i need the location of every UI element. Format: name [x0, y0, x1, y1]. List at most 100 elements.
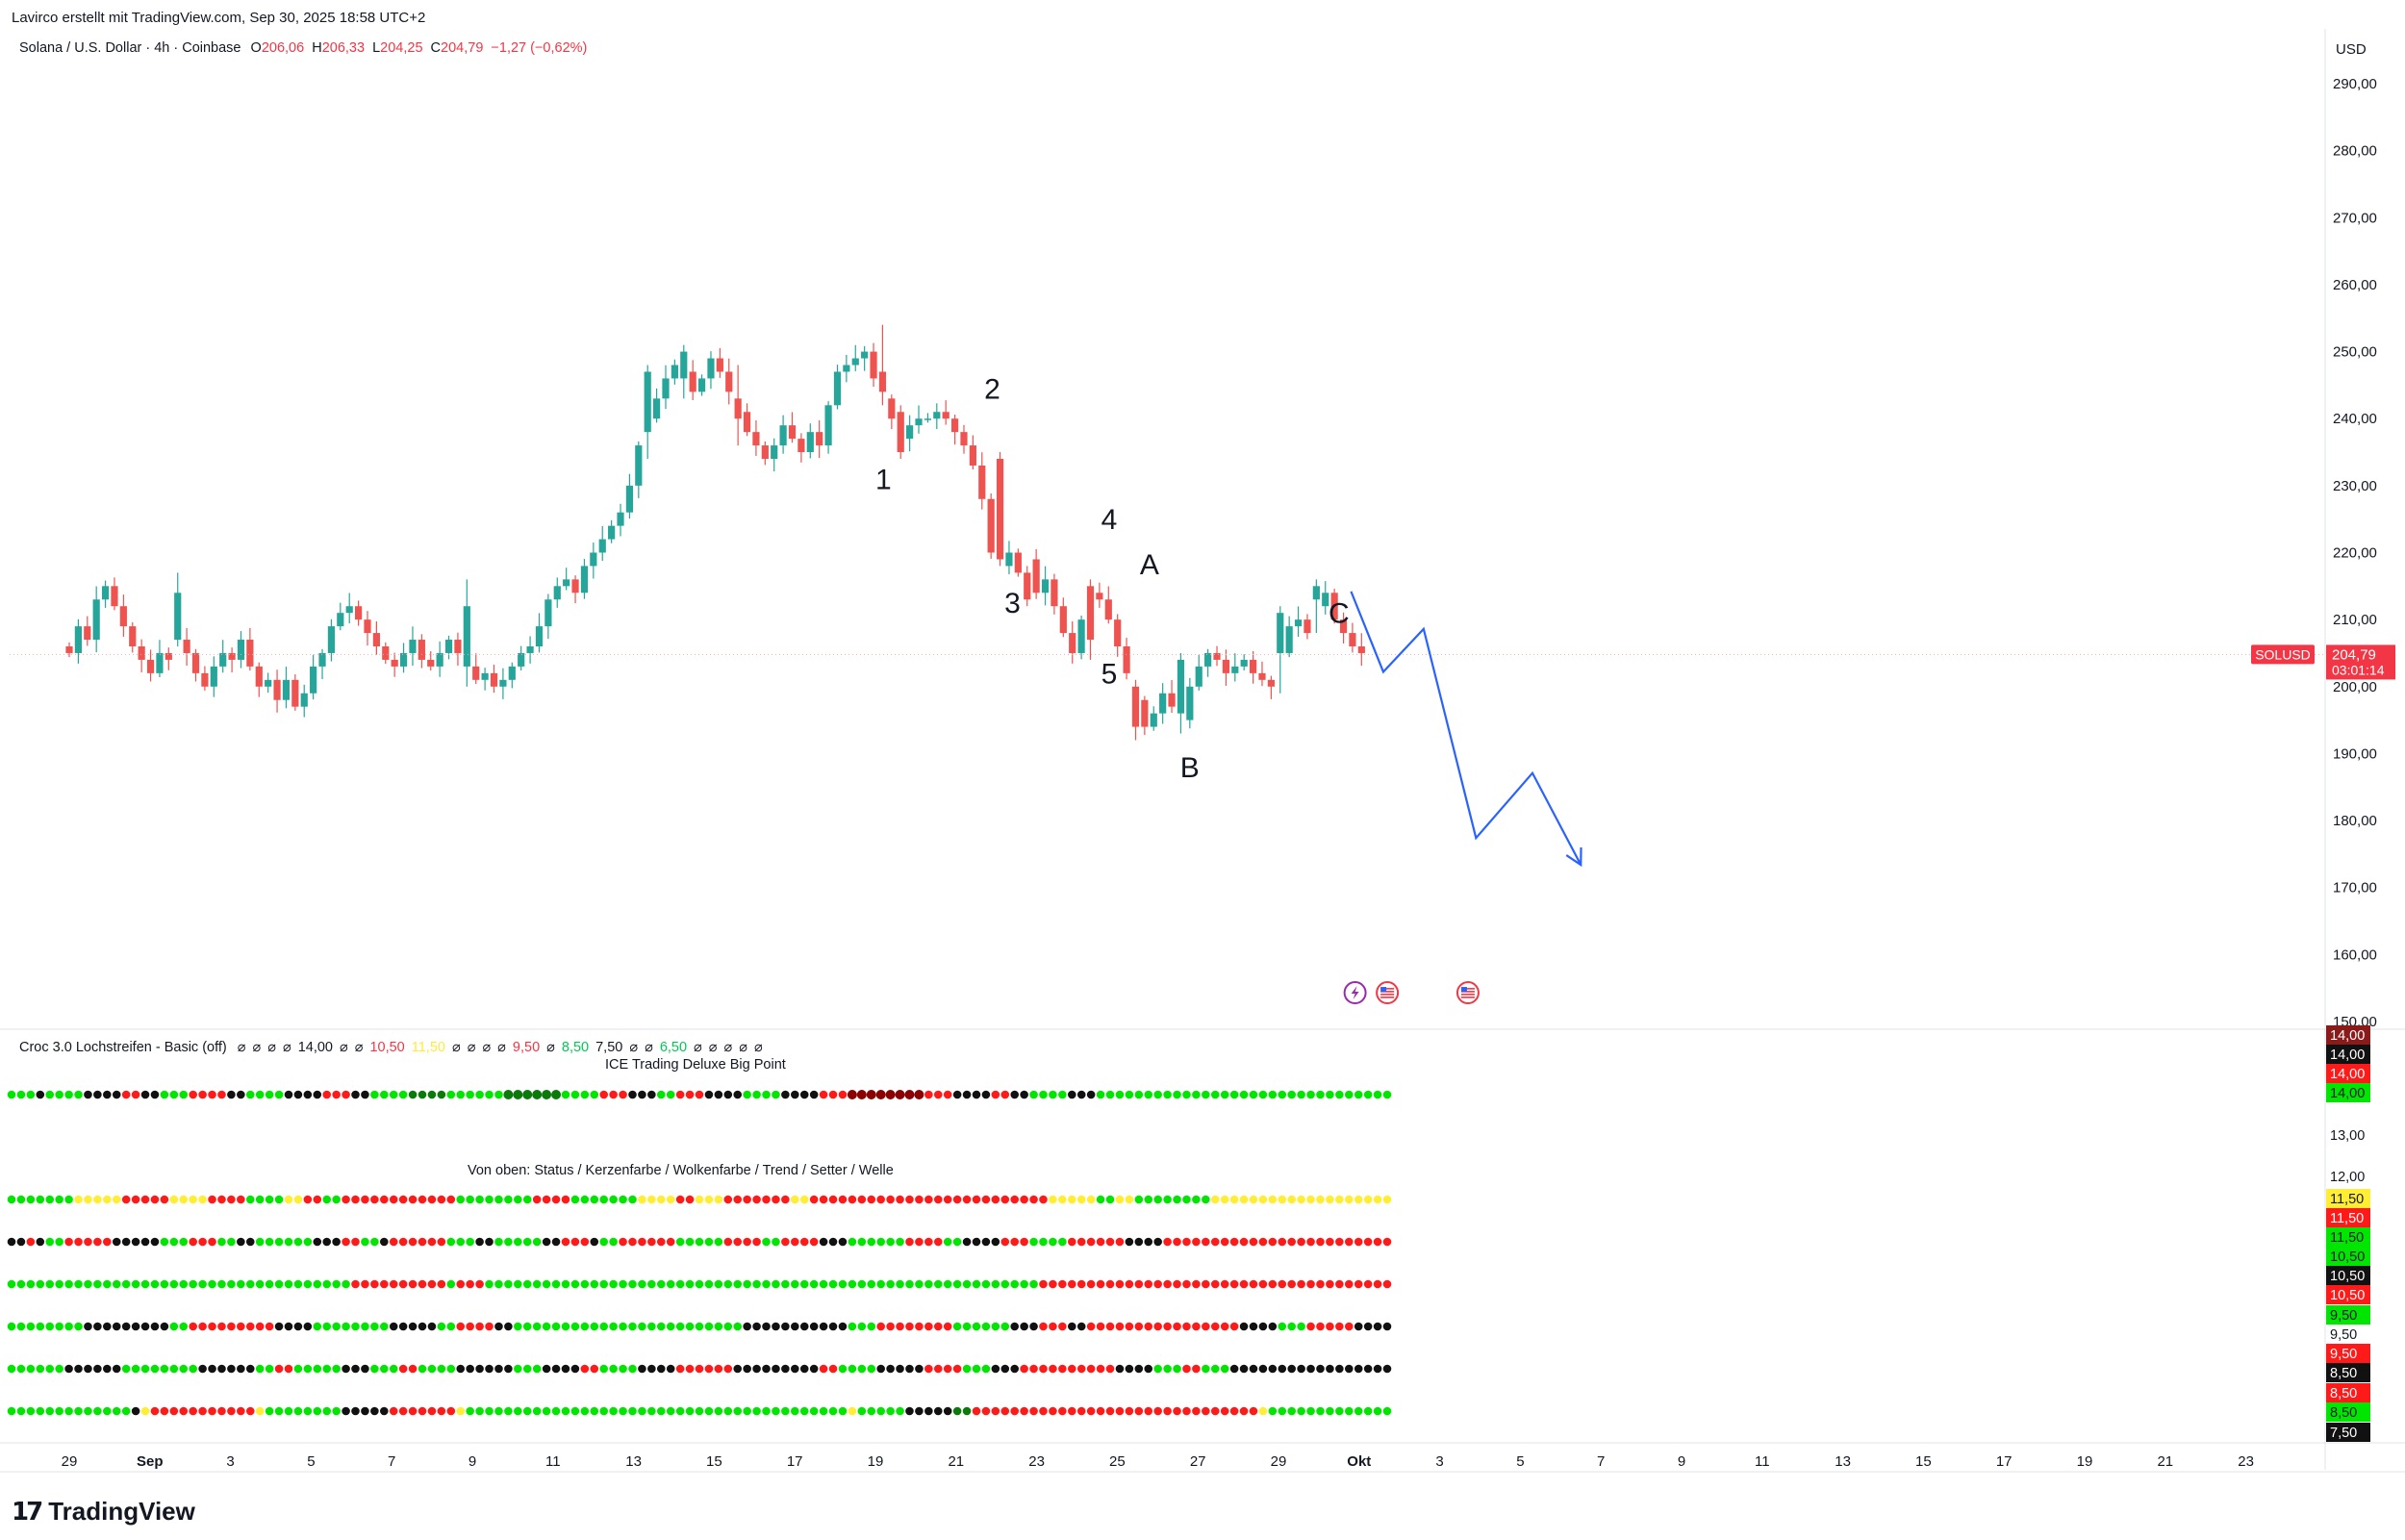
dot [1354, 1406, 1363, 1416]
candle [191, 648, 200, 682]
dot [121, 1195, 131, 1204]
candle [291, 674, 299, 711]
dot [1010, 1406, 1020, 1416]
dot [981, 1195, 991, 1204]
dot [370, 1195, 379, 1204]
ohlc-change: −1,27 (−0,62%) [491, 40, 588, 56]
dot [924, 1237, 933, 1247]
x-tick-label: 15 [1915, 1453, 1932, 1470]
candle [1357, 633, 1365, 667]
dot [542, 1279, 551, 1289]
dot [293, 1279, 303, 1289]
candle-body [761, 445, 769, 459]
us-flag-icon[interactable] [1456, 981, 1480, 1005]
candle-body [399, 652, 408, 667]
dot [1335, 1090, 1344, 1099]
dot [1249, 1364, 1258, 1374]
lightning-icon[interactable] [1343, 981, 1367, 1005]
dot [876, 1237, 885, 1247]
dot [905, 1279, 914, 1289]
dot [1344, 1322, 1354, 1331]
dot [1258, 1406, 1268, 1416]
dot [819, 1364, 828, 1374]
dot [1058, 1195, 1067, 1204]
dot [685, 1406, 695, 1416]
candle [1204, 648, 1212, 677]
candle-body [978, 465, 986, 499]
dot [905, 1406, 914, 1416]
dot [1020, 1237, 1028, 1247]
croc-legend[interactable]: Croc 3.0 Lochstreifen - Basic (off) ⌀ ⌀ ⌀ ⌀… [19, 1040, 763, 1055]
dot [647, 1322, 656, 1331]
dot [991, 1322, 1000, 1331]
dot [1297, 1195, 1305, 1204]
candle [1240, 654, 1248, 671]
dot [695, 1322, 704, 1331]
dot [1076, 1322, 1086, 1331]
dot [551, 1279, 561, 1289]
dot [36, 1322, 45, 1331]
dot [1287, 1195, 1296, 1204]
dot [1115, 1279, 1125, 1289]
dot [1029, 1322, 1038, 1331]
dot [1335, 1195, 1344, 1204]
dot [551, 1322, 561, 1331]
y-tick-label: 290,00 [2333, 76, 2377, 92]
candle-body [617, 512, 624, 526]
dot [55, 1364, 63, 1374]
dot [313, 1195, 322, 1204]
dot [561, 1090, 570, 1099]
dot [619, 1195, 627, 1204]
indicator-price-text: 10,50 [2330, 1250, 2365, 1265]
dot [265, 1279, 274, 1289]
dot [666, 1322, 675, 1331]
dot [475, 1090, 484, 1099]
dot [456, 1195, 466, 1204]
symbol-legend[interactable]: Solana / U.S. Dollar · 4h · Coinbase O20… [19, 40, 587, 56]
dot [7, 1322, 16, 1331]
candle-body [1349, 633, 1356, 646]
candle [273, 669, 281, 713]
candle [1141, 695, 1149, 736]
dot [1020, 1406, 1028, 1416]
x-tick-label: 23 [1028, 1453, 1045, 1470]
dot [169, 1195, 179, 1204]
dot [208, 1364, 216, 1374]
dot [599, 1406, 608, 1416]
dot [284, 1090, 293, 1099]
dot [466, 1237, 474, 1247]
dot [245, 1279, 255, 1289]
candle-body [1204, 652, 1212, 667]
y-tick-label: 170,00 [2333, 880, 2377, 896]
dot [255, 1406, 265, 1416]
dot [322, 1090, 332, 1099]
dot [1316, 1406, 1325, 1416]
dot [1163, 1364, 1172, 1374]
candle [65, 642, 73, 658]
candle-body [65, 646, 73, 653]
dot [418, 1322, 427, 1331]
dot [1096, 1322, 1105, 1331]
candle-body [327, 626, 336, 653]
candle-body [1304, 619, 1311, 634]
dot [762, 1322, 771, 1331]
candle-body [165, 652, 172, 660]
candle-body [282, 679, 291, 700]
candle-body [969, 445, 976, 466]
dot [494, 1364, 503, 1374]
candle-body [580, 566, 589, 593]
dot [1306, 1406, 1315, 1416]
dot [418, 1279, 427, 1289]
dot [398, 1237, 408, 1247]
dot [723, 1364, 733, 1374]
candle-body [915, 418, 923, 426]
candle-body [273, 679, 281, 700]
dot [379, 1237, 389, 1247]
x-tick-label: 9 [1678, 1453, 1685, 1470]
dot [140, 1406, 150, 1416]
dot [1326, 1364, 1334, 1374]
us-flag-icon[interactable] [1376, 981, 1400, 1005]
dot [1153, 1364, 1162, 1374]
dot [303, 1322, 313, 1331]
